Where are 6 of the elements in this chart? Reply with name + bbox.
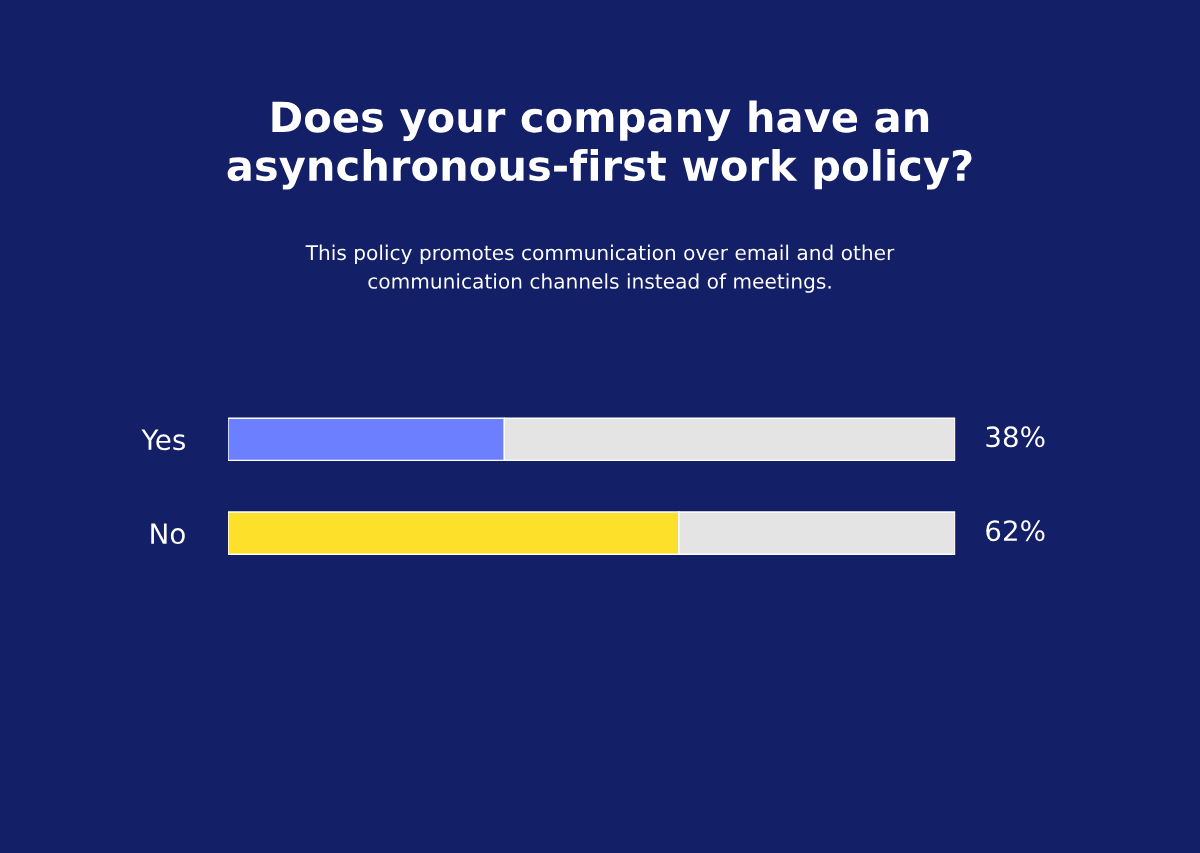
y-tick-label: Yes bbox=[141, 429, 185, 451]
data-label: 62% bbox=[986, 520, 1045, 542]
chart-title: Does your company have an asynchronous-first work policy? bbox=[227, 100, 972, 190]
y-tick-label: No bbox=[151, 523, 185, 545]
chart-subtitle: This policy promotes communication over email and other communication channels instead of meetings. bbox=[305, 244, 895, 293]
data-label: 38% bbox=[986, 426, 1045, 448]
